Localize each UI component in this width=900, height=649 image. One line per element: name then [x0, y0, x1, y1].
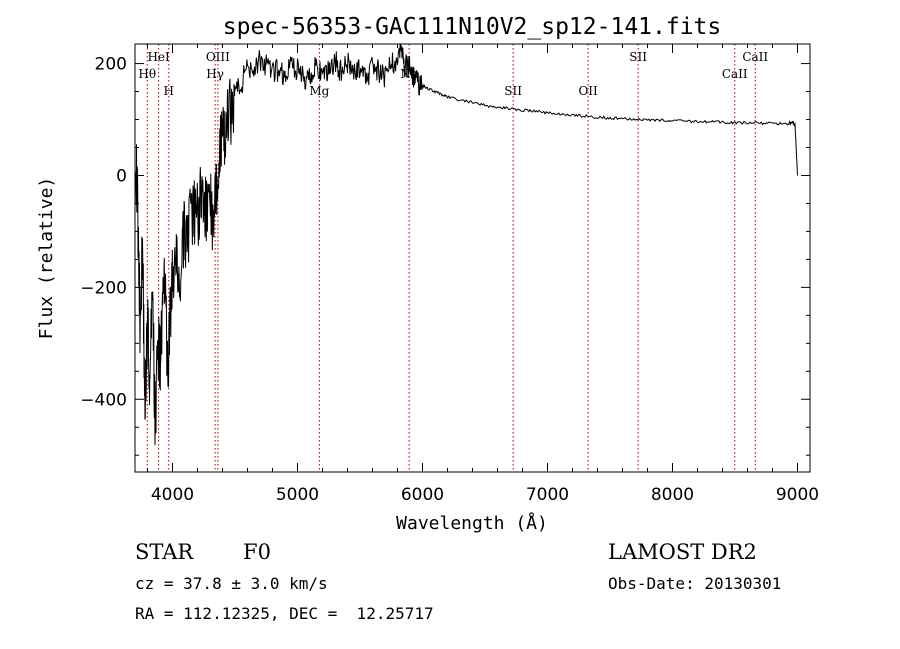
- spectrum-chart: spec-56353-GAC111N10V2_sp12-141.fits Hθ H…: [36, 14, 819, 534]
- y-tick-label-3: −400: [80, 390, 127, 410]
- y-axis-label: Flux (relative): [36, 177, 57, 340]
- line-label-5: Mg: [309, 84, 329, 98]
- obs-date-readout: Obs-Date: 20130301: [608, 574, 782, 593]
- spectrum-series-line: [134, 43, 798, 446]
- x-axis-label: Wavelength (Å): [396, 512, 548, 534]
- plot-frame: [134, 43, 811, 473]
- x-tick-label-5: 9000: [776, 485, 819, 505]
- x-tick-label-2: 6000: [401, 485, 444, 505]
- line-label-9: SII: [629, 50, 647, 64]
- line-label-2: H: [164, 84, 174, 98]
- subclass-label: F0: [243, 540, 271, 564]
- x-tick-label-0: 4000: [151, 485, 194, 505]
- y-tick-label-0: 200: [95, 55, 127, 75]
- chart-title: spec-56353-GAC111N10V2_sp12-141.fits: [223, 14, 722, 40]
- x-tick-label-3: 7000: [526, 485, 569, 505]
- line-label-0: Hθ: [138, 67, 156, 81]
- coordinates-readout: RA = 112.12325, DEC = 12.25717: [135, 604, 434, 623]
- y-tick-label-1: 0: [116, 166, 127, 186]
- line-label-4: Hγ: [206, 67, 224, 81]
- line-label-8: OII: [578, 84, 598, 98]
- x-tick-label-4: 8000: [651, 485, 694, 505]
- survey-label: LAMOST DR2: [608, 540, 757, 564]
- line-label-11: CaII: [742, 50, 768, 64]
- emission-line-markers: [146, 44, 756, 472]
- y-tick-label-2: −200: [80, 278, 127, 298]
- object-class-label: STAR: [135, 540, 194, 564]
- line-label-3: OIII: [206, 50, 230, 64]
- x-axis-ticks: 4000 5000 6000 7000 8000 9000: [147, 44, 819, 505]
- line-label-1: HeI: [147, 50, 170, 64]
- line-label-7: SII: [504, 84, 522, 98]
- y-axis-ticks: 200 0 −200 −400: [80, 55, 810, 456]
- redshift-readout: cz = 37.8 ± 3.0 km/s: [135, 574, 328, 593]
- x-tick-label-1: 5000: [276, 485, 319, 505]
- line-label-10: CaII: [722, 67, 748, 81]
